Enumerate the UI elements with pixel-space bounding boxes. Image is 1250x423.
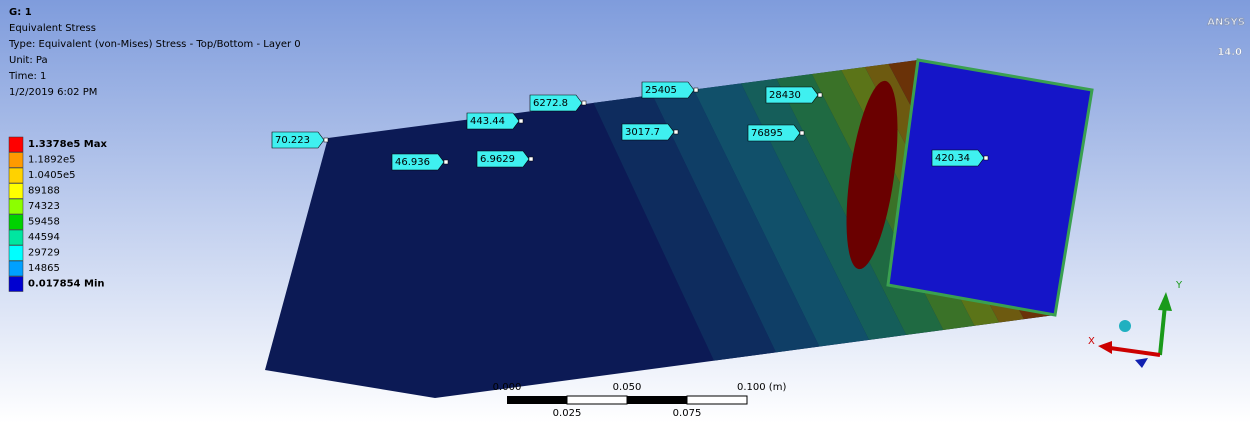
probe-point (529, 157, 533, 161)
scene: G: 1 Equivalent Stress Type: Equivalent … (0, 0, 1250, 423)
legend-swatch (9, 168, 23, 183)
probe-label: 420.34 (935, 153, 970, 164)
legend-swatch (9, 230, 23, 245)
scale-bar (507, 396, 747, 404)
legend-swatch (9, 199, 23, 214)
viewport: G: 1 Equivalent Stress Type: Equivalent … (0, 0, 1250, 423)
probe-point (674, 130, 678, 134)
header-name: Equivalent Stress (9, 23, 96, 34)
legend-label: 1.0405e5 (28, 170, 76, 181)
header-unit: Unit: Pa (9, 55, 48, 66)
logo-version: 14.0 (1217, 47, 1242, 58)
legend-swatch (9, 137, 23, 152)
triad-y: Y (1175, 280, 1183, 291)
logo-brand: ANSYS (1207, 17, 1245, 28)
legend-label: 59458 (28, 217, 60, 228)
probe-label: 46.936 (395, 157, 430, 168)
end-face (888, 60, 1092, 315)
probe-point (800, 131, 804, 135)
legend-label: 89188 (28, 186, 60, 197)
legend-label: 1.1892e5 (28, 155, 76, 166)
header-id: G: 1 (9, 7, 32, 18)
legend-label: 0.017854 Min (28, 279, 104, 290)
scale-label: 0.050 (613, 382, 642, 393)
probe-label: 28430 (769, 90, 801, 101)
legend-swatch (9, 184, 23, 199)
scale-label: 0.025 (553, 408, 582, 419)
probe-label: 70.223 (275, 135, 310, 146)
probe-label: 6272.8 (533, 98, 568, 109)
triad-x: X (1088, 336, 1095, 347)
scale-label: 0.000 (493, 382, 522, 393)
probe-label: 443.44 (470, 116, 505, 127)
probe-label: 76895 (751, 128, 783, 139)
legend-label: 1.3378e5 Max (28, 139, 108, 150)
probe-point (324, 138, 328, 142)
legend-swatch (9, 261, 23, 276)
legend-label: 14865 (28, 263, 60, 274)
header-date: 1/2/2019 6:02 PM (9, 87, 97, 98)
probe-label: 6.9629 (480, 154, 515, 165)
legend-swatch (9, 277, 23, 292)
legend-swatch (9, 215, 23, 230)
probe-point (444, 160, 448, 164)
scale-label: 0.075 (673, 408, 702, 419)
legend-swatch (9, 246, 23, 261)
probe-label: 25405 (645, 85, 677, 96)
header-time: Time: 1 (8, 71, 46, 82)
legend-label: 29729 (28, 248, 60, 259)
probe-point (818, 93, 822, 97)
legend-swatch (9, 153, 23, 168)
probe-point (519, 119, 523, 123)
probe-point (582, 101, 586, 105)
probe-label: 3017.7 (625, 127, 660, 138)
legend-label: 44594 (28, 232, 60, 243)
probe-point (984, 156, 988, 160)
legend-label: 74323 (28, 201, 60, 212)
header-type: Type: Equivalent (von-Mises) Stress - To… (8, 39, 301, 50)
scale-label: 0.100 (m) (737, 382, 786, 393)
probe-point (694, 88, 698, 92)
